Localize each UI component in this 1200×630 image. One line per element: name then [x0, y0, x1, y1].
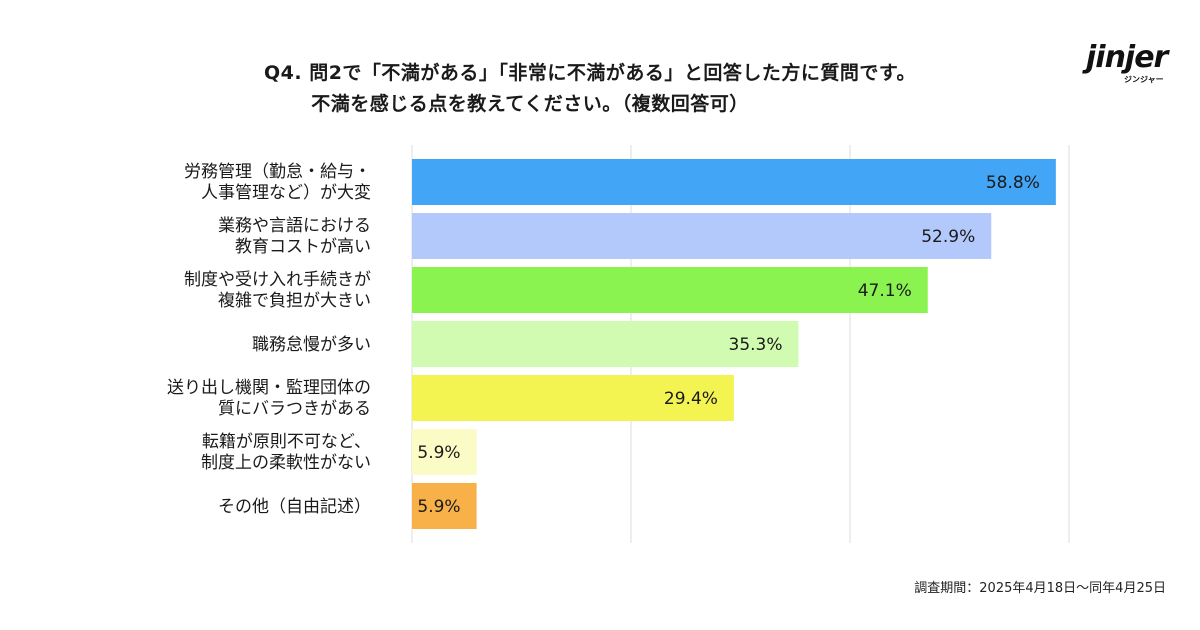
value-label-6: 5.9%: [417, 497, 460, 517]
category-label-4-line-0: 送り出し機関・監理団体の: [167, 378, 371, 398]
category-label-0: 労務管理（勤怠・給与・人事管理など）が大変: [184, 162, 371, 203]
chart-title-line1: Q4. 問2で「不満がある」「非常に不満がある」と回答した方に質問です。: [263, 62, 917, 84]
category-label-5-line-1: 制度上の柔軟性がない: [201, 453, 371, 473]
category-label-1-line-0: 業務や言語における: [218, 216, 371, 236]
logo-sub: ジンジャー: [1124, 75, 1164, 84]
category-label-2-line-1: 複雑で負担が大きい: [218, 291, 371, 311]
category-label-2-line-0: 制度や受け入れ手続きが: [184, 270, 371, 290]
bar-5: [412, 429, 477, 475]
category-label-4-line-1: 質にバラつきがある: [218, 399, 371, 419]
value-label-4: 29.4%: [664, 389, 718, 409]
category-label-3: 職務怠慢が多い: [252, 334, 371, 355]
bar-4: [412, 375, 734, 421]
jinjer-logo: jinjer ジンジャー: [1070, 34, 1190, 94]
value-label-3: 35.3%: [729, 335, 783, 355]
category-label-4: 送り出し機関・監理団体の質にバラつきがある: [167, 378, 371, 419]
category-label-2: 制度や受け入れ手続きが複雑で負担が大きい: [184, 270, 371, 311]
value-label-2: 47.1%: [858, 281, 912, 301]
bar-3: [412, 321, 799, 367]
category-label-0-line-0: 労務管理（勤怠・給与・: [184, 162, 371, 182]
category-label-1-line-1: 教育コストが高い: [235, 237, 371, 257]
bar-0: [412, 159, 1056, 205]
bar-1: [412, 213, 992, 259]
category-label-5: 転籍が原則不可など、制度上の柔軟性がない: [201, 432, 371, 473]
value-label-0: 58.8%: [986, 173, 1040, 193]
survey-period: 調査期間：2025年4月18日〜同年4月25日: [914, 581, 1166, 596]
bar-2: [412, 267, 928, 313]
value-label-5: 5.9%: [417, 443, 460, 463]
bar-6: [412, 483, 477, 529]
category-label-1: 業務や言語における教育コストが高い: [218, 216, 371, 257]
category-label-6: その他（自由記述）: [218, 497, 371, 517]
logo-word: jinjer: [1086, 40, 1168, 75]
value-label-1: 52.9%: [921, 227, 975, 247]
category-label-5-line-0: 転籍が原則不可など、: [202, 432, 371, 452]
category-label-0-line-1: 人事管理など）が大変: [201, 183, 371, 203]
chart-title-line2: 不満を感じる点を教えてください。（複数回答可）: [311, 93, 749, 115]
